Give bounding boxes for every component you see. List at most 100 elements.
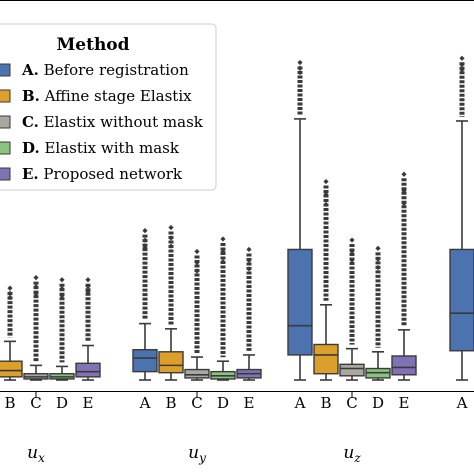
box-iqr: [184, 368, 210, 379]
outlier-point: [142, 245, 148, 251]
box-iqr: [75, 362, 101, 378]
box-iqr: [339, 363, 365, 377]
legend-swatch: [0, 141, 11, 155]
box-uy-C: [184, 248, 210, 381]
box-uz-E: [391, 171, 417, 381]
outlier-point: [194, 259, 200, 266]
box-uy-A: [132, 228, 158, 381]
outlier-point: [168, 235, 174, 241]
outlier-point: [7, 285, 13, 291]
outlier-point: [246, 257, 252, 264]
box-uz-D: [365, 245, 391, 381]
outlier-point: [401, 200, 407, 206]
box-uy-E: [236, 246, 262, 381]
x-tick-label: C: [30, 394, 41, 412]
x-tick-label: B: [165, 394, 176, 412]
outlier-point: [142, 228, 148, 234]
box-uy-D: [210, 236, 236, 381]
outlier-point: [297, 59, 303, 66]
box-iqr: [0, 360, 23, 378]
legend-entry: E. Proposed network: [0, 165, 183, 183]
legend-text: Affine stage Elastix: [40, 87, 192, 105]
legend-swatch: [0, 115, 11, 129]
group-label: uz: [343, 443, 361, 465]
box-iqr: [449, 248, 474, 352]
x-tick-label: E: [244, 394, 255, 412]
legend-swatch: [0, 89, 11, 103]
x-tick-label: B: [4, 394, 15, 412]
legend-entry: C. Elastix without mask: [0, 113, 204, 131]
outlier-point: [7, 294, 13, 301]
legend-entries: A. Before registration B. Affine stage El…: [0, 61, 204, 183]
outlier-point: [246, 246, 252, 253]
outlier-point: [459, 55, 465, 61]
box-uz-B: [313, 178, 339, 381]
group-label-subscript: z: [353, 451, 361, 465]
outlier-point: [33, 291, 39, 297]
legend-swatch: [0, 167, 11, 181]
x-tick-label: C: [191, 394, 202, 412]
x-tick-label: A: [456, 394, 468, 412]
outlier-point: [220, 236, 226, 242]
outlier-point: [375, 264, 381, 271]
outlier-point: [168, 224, 174, 231]
outlier-point: [33, 275, 39, 281]
outlier-point: [375, 256, 381, 262]
outlier-point: [323, 201, 329, 208]
outlier-point: [168, 243, 174, 249]
legend-label: D. Elastix with mask: [22, 139, 180, 157]
box-ux-D: [49, 277, 75, 381]
group-label-subscript: x: [38, 451, 45, 465]
legend-entry: D. Elastix with mask: [0, 139, 180, 157]
box-ux-B: [0, 285, 23, 381]
outlier-point: [220, 249, 226, 255]
legend-label: C. Elastix without mask: [22, 113, 204, 131]
legend-entry: B. Affine stage Elastix: [0, 87, 192, 105]
group-label: uy: [188, 443, 206, 465]
legend-text: Proposed network: [39, 165, 183, 183]
outlier-point: [349, 237, 355, 243]
box-uz-A: [287, 59, 313, 381]
outlier-point: [375, 245, 381, 251]
x-tick-label: B: [320, 394, 331, 412]
box-uy-B: [158, 224, 184, 381]
x-tick-label: A: [139, 394, 151, 412]
outlier-point: [142, 237, 148, 243]
outlier-point: [220, 259, 226, 265]
outlier-point: [459, 62, 465, 68]
outlier-point: [323, 191, 329, 198]
legend: Method A. Before registration B. Affine s…: [0, 23, 217, 191]
x-tick-label: D: [56, 394, 68, 412]
outlier-point: [59, 293, 65, 299]
legend-letter: E.: [22, 165, 39, 183]
outlier-point: [59, 286, 65, 292]
legend-letter: A.: [21, 61, 39, 79]
box-iqr: [158, 351, 184, 374]
legend-letter: D.: [22, 139, 40, 157]
box-uz-C: [339, 237, 365, 381]
outlier-point: [297, 65, 303, 71]
outlier-point: [33, 284, 39, 290]
box-iqr: [132, 349, 158, 373]
legend-text: Elastix without mask: [39, 113, 204, 131]
legend-text: Before registration: [39, 61, 189, 79]
outlier-point: [85, 288, 91, 295]
outlier-point: [401, 171, 407, 177]
legend-title: Method: [56, 35, 129, 55]
outlier-point: [7, 290, 13, 297]
legend-label: B. Affine stage Elastix: [22, 87, 192, 105]
outlier-point: [59, 277, 65, 283]
box-ux-E: [75, 277, 101, 381]
outlier-point: [85, 277, 91, 283]
x-tick-label: D: [372, 394, 384, 412]
box-iqr: [287, 248, 313, 356]
box-group3-A: [449, 55, 474, 381]
x-tick-label: A: [294, 394, 306, 412]
legend-text: Elastix with mask: [40, 139, 180, 157]
group-label-subscript: y: [198, 451, 206, 465]
box-iqr: [391, 355, 417, 376]
group-label: ux: [27, 443, 45, 465]
legend-letter: C.: [22, 113, 39, 131]
